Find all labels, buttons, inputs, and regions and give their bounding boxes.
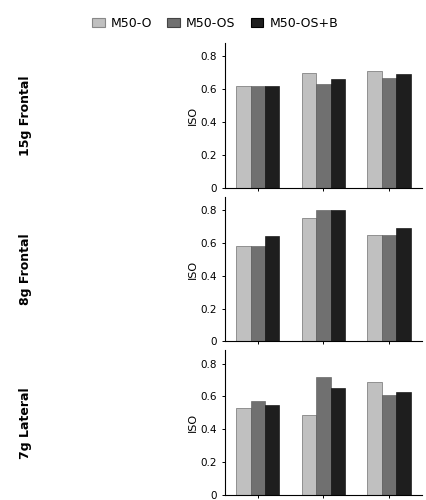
Bar [302,73,316,188]
Bar [236,246,250,342]
Bar [382,78,396,188]
Text: 15g Frontal: 15g Frontal [19,76,32,156]
Bar [396,74,411,188]
Y-axis label: ISO: ISO [187,260,198,278]
Bar [236,86,250,188]
Legend: M50-O, M50-OS, M50-OS+B: M50-O, M50-OS, M50-OS+B [87,12,343,35]
Bar [382,234,396,342]
Y-axis label: ISO: ISO [187,106,198,125]
Bar [265,236,279,342]
Bar [236,408,250,495]
Bar [367,234,382,342]
Bar [331,210,345,342]
Bar [316,210,331,342]
Bar [396,228,411,342]
Text: 8g Frontal: 8g Frontal [19,234,32,305]
Bar [316,377,331,495]
Bar [302,414,316,495]
Bar [382,395,396,495]
Bar [302,218,316,342]
Text: 7g Lateral: 7g Lateral [19,387,32,458]
Bar [265,404,279,495]
Bar [316,84,331,188]
Bar [396,392,411,495]
Bar [331,388,345,495]
Bar [367,71,382,188]
Bar [250,246,265,342]
Bar [265,86,279,188]
Bar [367,382,382,495]
Bar [331,80,345,188]
Bar [250,86,265,188]
Y-axis label: ISO: ISO [187,413,198,432]
Bar [250,402,265,495]
